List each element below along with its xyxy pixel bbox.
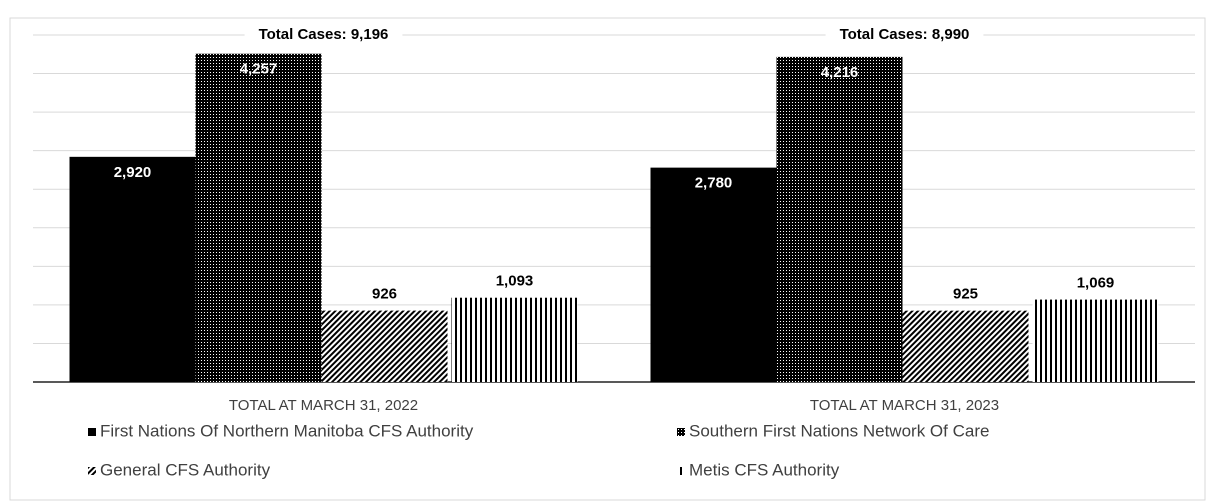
annotation-background [825,23,984,45]
chart-border [9,17,1206,501]
data-label: 1,093 [496,273,534,290]
data-label: 1,069 [1077,275,1115,292]
data-label: 4,216 [821,64,859,81]
bar [776,56,903,382]
legend-swatch [677,428,685,436]
data-label: 4,257 [240,61,278,78]
legend-label: General CFS Authority [100,460,271,479]
data-label: 925 [953,286,978,303]
x-tick-label: TOTAL AT MARCH 31, 2023 [810,397,999,414]
legend-label: Metis CFS Authority [689,460,840,479]
x-tick-label: TOTAL AT MARCH 31, 2022 [229,397,418,414]
bar [321,310,448,382]
data-label: 926 [372,286,397,303]
bar [69,156,196,382]
legend-swatch [88,428,96,436]
legend-label: Southern First Nations Network Of Care [689,421,989,440]
annotation: Total Cases: 9,196 [259,26,389,43]
bar [451,297,578,382]
bar [902,310,1029,382]
bar [1032,299,1159,382]
legend-label: First Nations Of Northern Manitoba CFS A… [100,421,474,440]
data-label: 2,920 [114,164,152,181]
legend-swatch [677,467,685,475]
legend-swatch [88,467,96,475]
annotation-background [244,23,403,45]
bar [650,167,777,382]
bar [195,53,322,382]
annotation: Total Cases: 8,990 [840,26,970,43]
data-label: 2,780 [695,175,733,192]
